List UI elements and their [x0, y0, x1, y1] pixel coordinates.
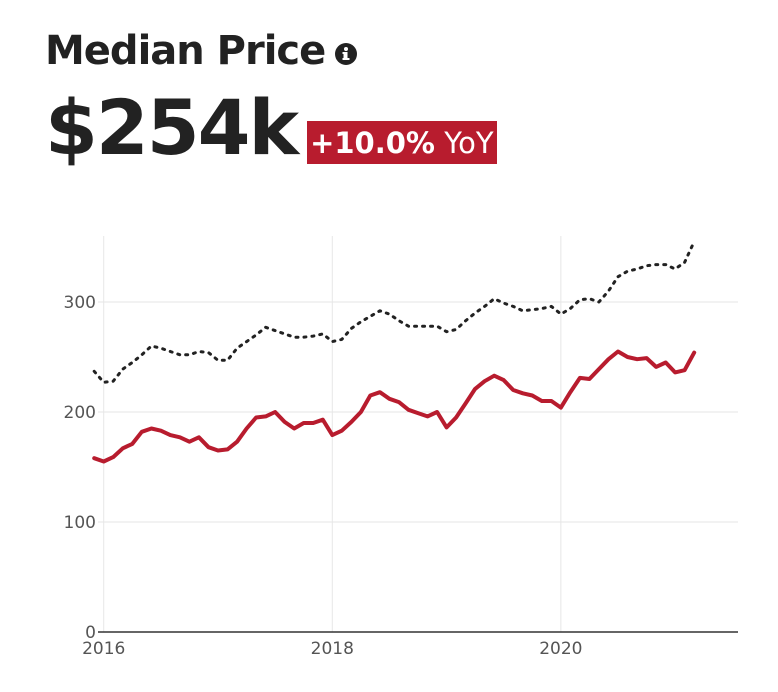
info-circle-icon[interactable]: [335, 43, 358, 65]
y-tick-label: 200: [64, 403, 96, 423]
y-tick-label: 300: [64, 293, 96, 313]
x-tick-label: 2018: [311, 639, 354, 659]
y-tick-label: 100: [64, 513, 96, 533]
series-layer: [92, 240, 697, 464]
page-title: Median Price: [45, 28, 326, 74]
y-tick-label: 0: [85, 623, 96, 643]
value-row: $254k +10.0% YoY: [45, 88, 497, 168]
median-price-series-line: [92, 349, 697, 464]
comparison-series-line: [92, 240, 696, 384]
yoy-change-percent: +10.0%: [310, 126, 435, 160]
x-tick-label: 2016: [82, 639, 125, 659]
yoy-change-badge: +10.0% YoY: [307, 121, 497, 164]
yoy-change-unit: YoY: [444, 126, 494, 160]
current-value: $254k: [45, 83, 299, 172]
title-row: Median Price: [45, 28, 358, 74]
x-tick-label: 2020: [539, 639, 582, 659]
grid-layer: [98, 236, 738, 632]
axis-layer: 0 100 200 300 2016 2018 2020: [64, 293, 738, 659]
